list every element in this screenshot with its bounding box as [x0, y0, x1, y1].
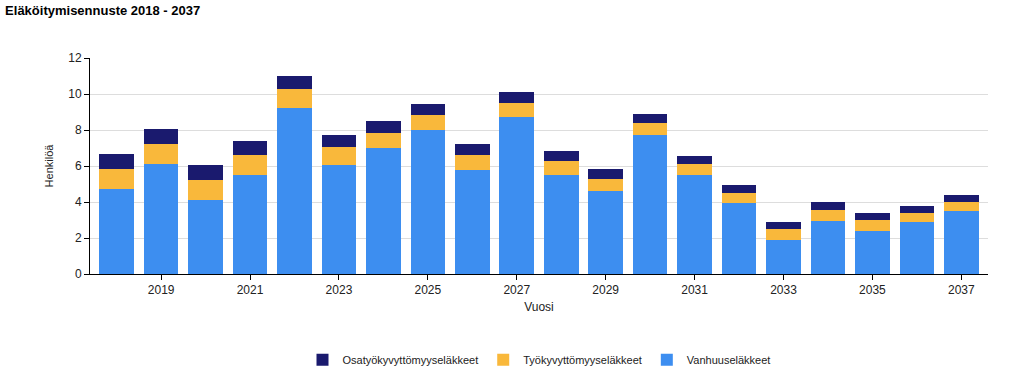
svg-text:0: 0: [75, 267, 82, 281]
svg-text:2023: 2023: [326, 283, 353, 297]
svg-text:Henkilöä: Henkilöä: [43, 144, 55, 188]
svg-text:2029: 2029: [592, 283, 619, 297]
svg-text:2027: 2027: [503, 283, 530, 297]
svg-text:8: 8: [75, 123, 82, 137]
svg-text:12: 12: [68, 51, 82, 65]
svg-text:2031: 2031: [681, 283, 708, 297]
svg-text:Eläköitymisennuste 2018 - 2037: Eläköitymisennuste 2018 - 2037: [5, 3, 200, 18]
svg-text:4: 4: [75, 195, 82, 209]
svg-text:2037: 2037: [948, 283, 975, 297]
svg-text:10: 10: [68, 87, 82, 101]
svg-text:2021: 2021: [237, 283, 264, 297]
svg-text:2019: 2019: [148, 283, 175, 297]
svg-text:Vanhuuseläkkeet: Vanhuuseläkkeet: [687, 354, 771, 366]
svg-text:2035: 2035: [859, 283, 886, 297]
svg-text:2033: 2033: [770, 283, 797, 297]
svg-text:2025: 2025: [415, 283, 442, 297]
svg-text:Vuosi: Vuosi: [524, 300, 554, 314]
svg-text:Osatyökyvyttömyyseläkkeet: Osatyökyvyttömyyseläkkeet: [343, 354, 479, 366]
svg-text:Työkyvyttömyyseläkkeet: Työkyvyttömyyseläkkeet: [523, 354, 642, 366]
svg-text:2: 2: [75, 231, 82, 245]
svg-text:6: 6: [75, 159, 82, 173]
